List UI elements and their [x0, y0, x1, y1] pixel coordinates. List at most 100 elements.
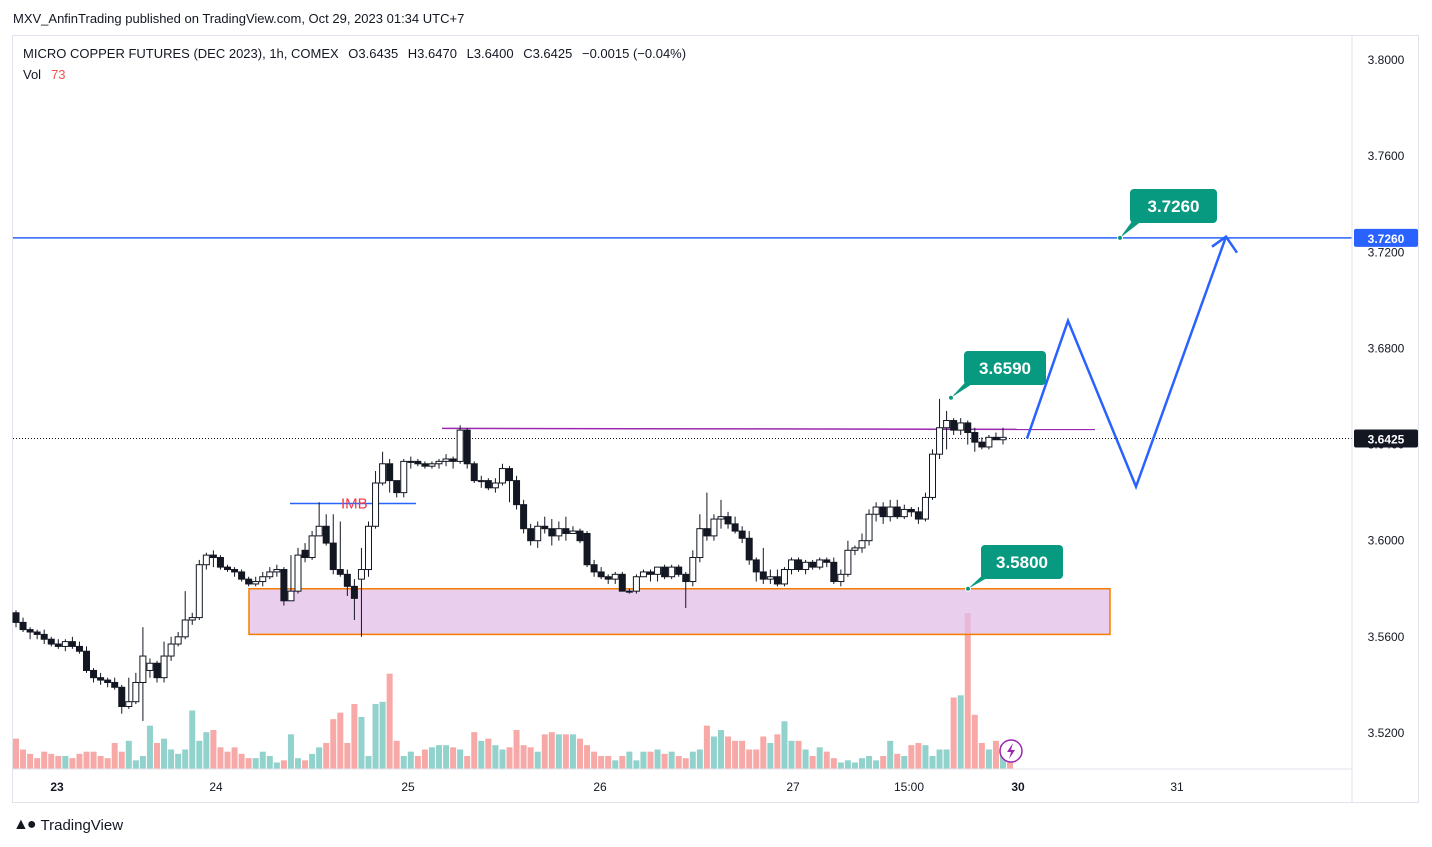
volume-bar [922, 745, 929, 769]
demand-zone [248, 588, 1111, 636]
volume-bar [393, 740, 400, 769]
publish-caption: MXV_AnfinTrading published on TradingVie… [13, 11, 465, 26]
annotations: 3.7260 3.6590 3.5800 IMB [341, 189, 1217, 592]
candle-down [823, 559, 831, 563]
callout-dot [965, 585, 971, 592]
volume-bar [372, 704, 379, 769]
time-tick-label: 23 [50, 780, 64, 794]
price-tick-label: 3.8000 [1368, 53, 1405, 67]
volume-bar [696, 749, 703, 769]
volume-bar [675, 756, 682, 769]
price-tick-label: 3.5200 [1368, 726, 1405, 740]
candle-down [893, 506, 901, 518]
volume-label[interactable]: Vol [23, 67, 42, 82]
candle-up [851, 547, 859, 551]
volume-bar [964, 613, 971, 769]
candle-up [61, 641, 69, 647]
legend-close: C3.6425 [523, 46, 573, 61]
volume-bar [351, 704, 358, 769]
volume-bar [499, 749, 506, 769]
volume-bar [873, 760, 880, 769]
candle-down [548, 528, 556, 537]
volume-bar [436, 745, 442, 769]
candle-down [506, 468, 513, 482]
candle-down [336, 569, 344, 575]
volume-bar [146, 725, 153, 769]
candle-down [104, 679, 112, 683]
candle-up [858, 540, 866, 549]
volume-bar [598, 756, 605, 769]
volume-bar [548, 732, 555, 769]
volume-bar [414, 756, 421, 769]
candle-down [245, 578, 253, 585]
volume-bar [196, 740, 203, 769]
volume-bar [943, 749, 950, 769]
volume-bar [125, 740, 132, 769]
volume-bar [175, 753, 182, 769]
candle-up [400, 460, 408, 494]
candle-up [188, 617, 196, 621]
candle-down [703, 528, 711, 537]
candle-up [252, 581, 260, 585]
volume-bar [971, 714, 978, 769]
tradingview-logo[interactable]: ▲● TradingView [13, 816, 123, 834]
candle-down [513, 480, 521, 506]
volume-bar [802, 749, 809, 769]
volume-bar [823, 751, 830, 769]
candle-down [618, 573, 626, 592]
volume-bar [703, 725, 710, 769]
volume-bar [34, 758, 41, 769]
candle-up [167, 643, 175, 657]
last-price-tag [1354, 429, 1418, 448]
candle-up [886, 506, 894, 518]
candle-down [238, 571, 246, 580]
symbol-title[interactable]: MICRO COPPER FUTURES (DEC 2023), 1h, COM… [23, 46, 339, 61]
candle-down [343, 573, 351, 587]
volume-bar [985, 749, 992, 769]
candle-up [837, 573, 845, 583]
candle-down [12, 612, 20, 623]
candle-up [999, 436, 1007, 441]
volume-bar [76, 753, 83, 769]
time-tick-label: 26 [593, 780, 607, 794]
volume-bar [816, 747, 823, 769]
candle-down [675, 566, 683, 575]
lightning-icon[interactable] [999, 739, 1023, 763]
volume-bar [309, 753, 316, 769]
candle-up [379, 463, 387, 484]
volume-bar [760, 736, 767, 769]
volume-bar [718, 730, 724, 769]
volume-bar [287, 734, 294, 769]
time-tick-label: 25 [401, 780, 415, 794]
candle-down [964, 422, 972, 434]
candle-down [830, 561, 838, 583]
candle-down [414, 460, 422, 465]
lightning-icon-bolt [1007, 743, 1015, 759]
candle-down [47, 638, 55, 645]
volume-bar [379, 701, 386, 769]
callout-dot [1117, 234, 1123, 241]
candle-down [590, 564, 598, 573]
chart-legend: MICRO COPPER FUTURES (DEC 2023), 1h, COM… [23, 46, 686, 61]
volume-bar [407, 751, 414, 769]
volume-bar [90, 751, 97, 769]
volume-bar [901, 756, 908, 769]
candle-up [872, 506, 880, 515]
callout-label: 3.7260 [1148, 197, 1200, 216]
candle-down [83, 650, 90, 671]
candle-up [477, 480, 485, 483]
candle-down [97, 677, 105, 681]
volume-bar [661, 753, 668, 769]
candle-up [266, 571, 274, 578]
volume-bar [330, 719, 337, 769]
candle-up [900, 508, 908, 518]
callout-dot [948, 394, 954, 401]
volume-bar [851, 762, 858, 769]
candle-up [174, 636, 182, 645]
volume-bar [132, 760, 139, 769]
candle-up [625, 590, 633, 593]
candle-up [315, 525, 323, 537]
candle-up [435, 460, 443, 465]
volume-bar [161, 738, 168, 769]
